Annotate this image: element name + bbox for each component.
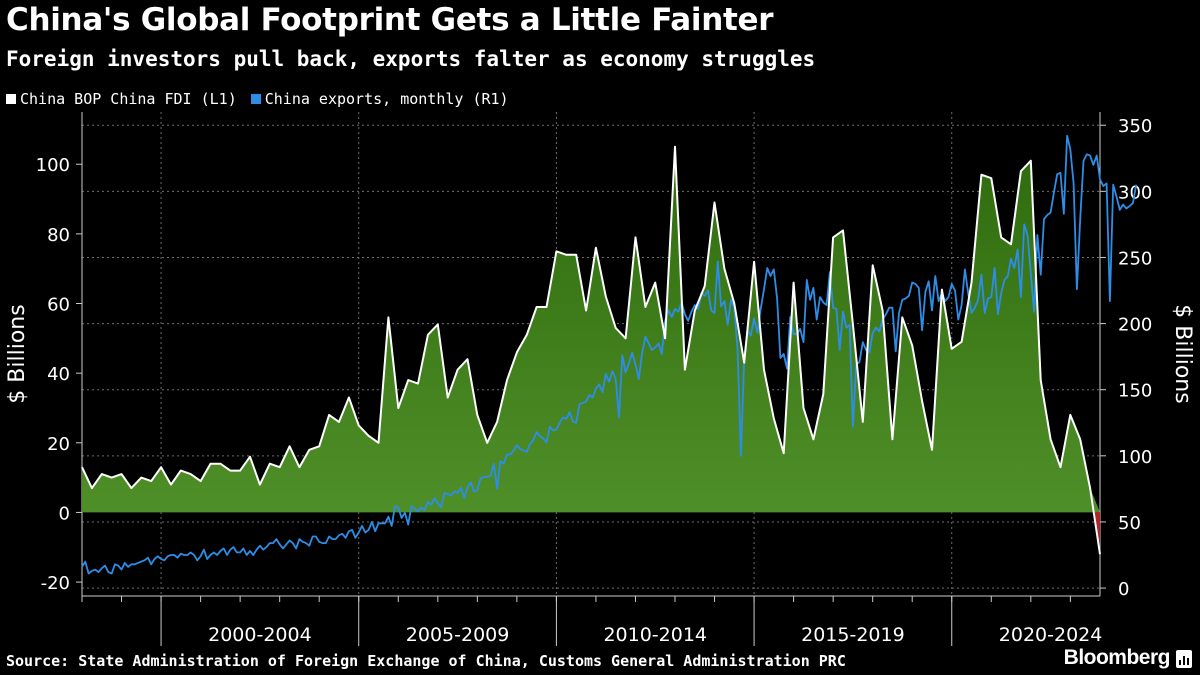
fdi-line — [81, 145, 1101, 555]
tick-label-left-40: 40 — [47, 364, 70, 385]
tick-label-left-60: 60 — [47, 295, 70, 316]
tick-label-right-100: 100 — [1118, 447, 1152, 468]
category-label-2020-2024: 2020-2024 — [999, 624, 1103, 646]
tick-label-left-20: 20 — [47, 434, 70, 455]
tick-label-right-350: 350 — [1118, 116, 1152, 137]
legend-item-exports: China exports, monthly (R1) — [250, 90, 509, 108]
legend-label-fdi: China BOP China FDI (L1) — [20, 90, 237, 108]
legend-label-exports: China exports, monthly (R1) — [264, 90, 509, 108]
category-label-2010-2014: 2010-2014 — [603, 624, 707, 646]
tick-label-right-150: 150 — [1118, 381, 1152, 402]
source-note: Source: State Administration of Foreign … — [6, 652, 846, 670]
category-label-2005-2009: 2005-2009 — [406, 624, 510, 646]
tick-label-left-100: 100 — [36, 155, 70, 176]
legend-swatch-fdi — [6, 94, 16, 104]
category-label-2015-2019: 2015-2019 — [801, 624, 905, 646]
tick-label-right-0: 0 — [1118, 579, 1129, 600]
tick-label-left--20: -20 — [41, 573, 70, 594]
chart-title: China's Global Footprint Gets a Little F… — [6, 2, 774, 38]
exports-line — [81, 134, 1138, 575]
y-axis-right-title: $ Billions — [1170, 304, 1195, 403]
tick-label-left-80: 80 — [47, 225, 70, 246]
bloomberg-logo: Bloomberg — [1063, 646, 1171, 669]
chart-subtitle: Foreign investors pull back, exports fal… — [6, 47, 816, 71]
legend-item-fdi: China BOP China FDI (L1) — [6, 90, 237, 108]
tick-label-right-200: 200 — [1118, 315, 1152, 336]
bloomberg-mark-icon — [1176, 650, 1192, 668]
legend-swatch-exports — [250, 94, 261, 104]
category-label-2000-2004: 2000-2004 — [208, 624, 312, 646]
y-axis-left-title: $ Billions — [5, 304, 30, 403]
fdi-area — [82, 146, 1100, 513]
tick-label-right-250: 250 — [1118, 248, 1152, 269]
tick-label-left-0: 0 — [59, 503, 70, 524]
legend: China BOP China FDI (L1) China exports, … — [6, 90, 509, 108]
tick-label-right-50: 50 — [1118, 513, 1141, 534]
